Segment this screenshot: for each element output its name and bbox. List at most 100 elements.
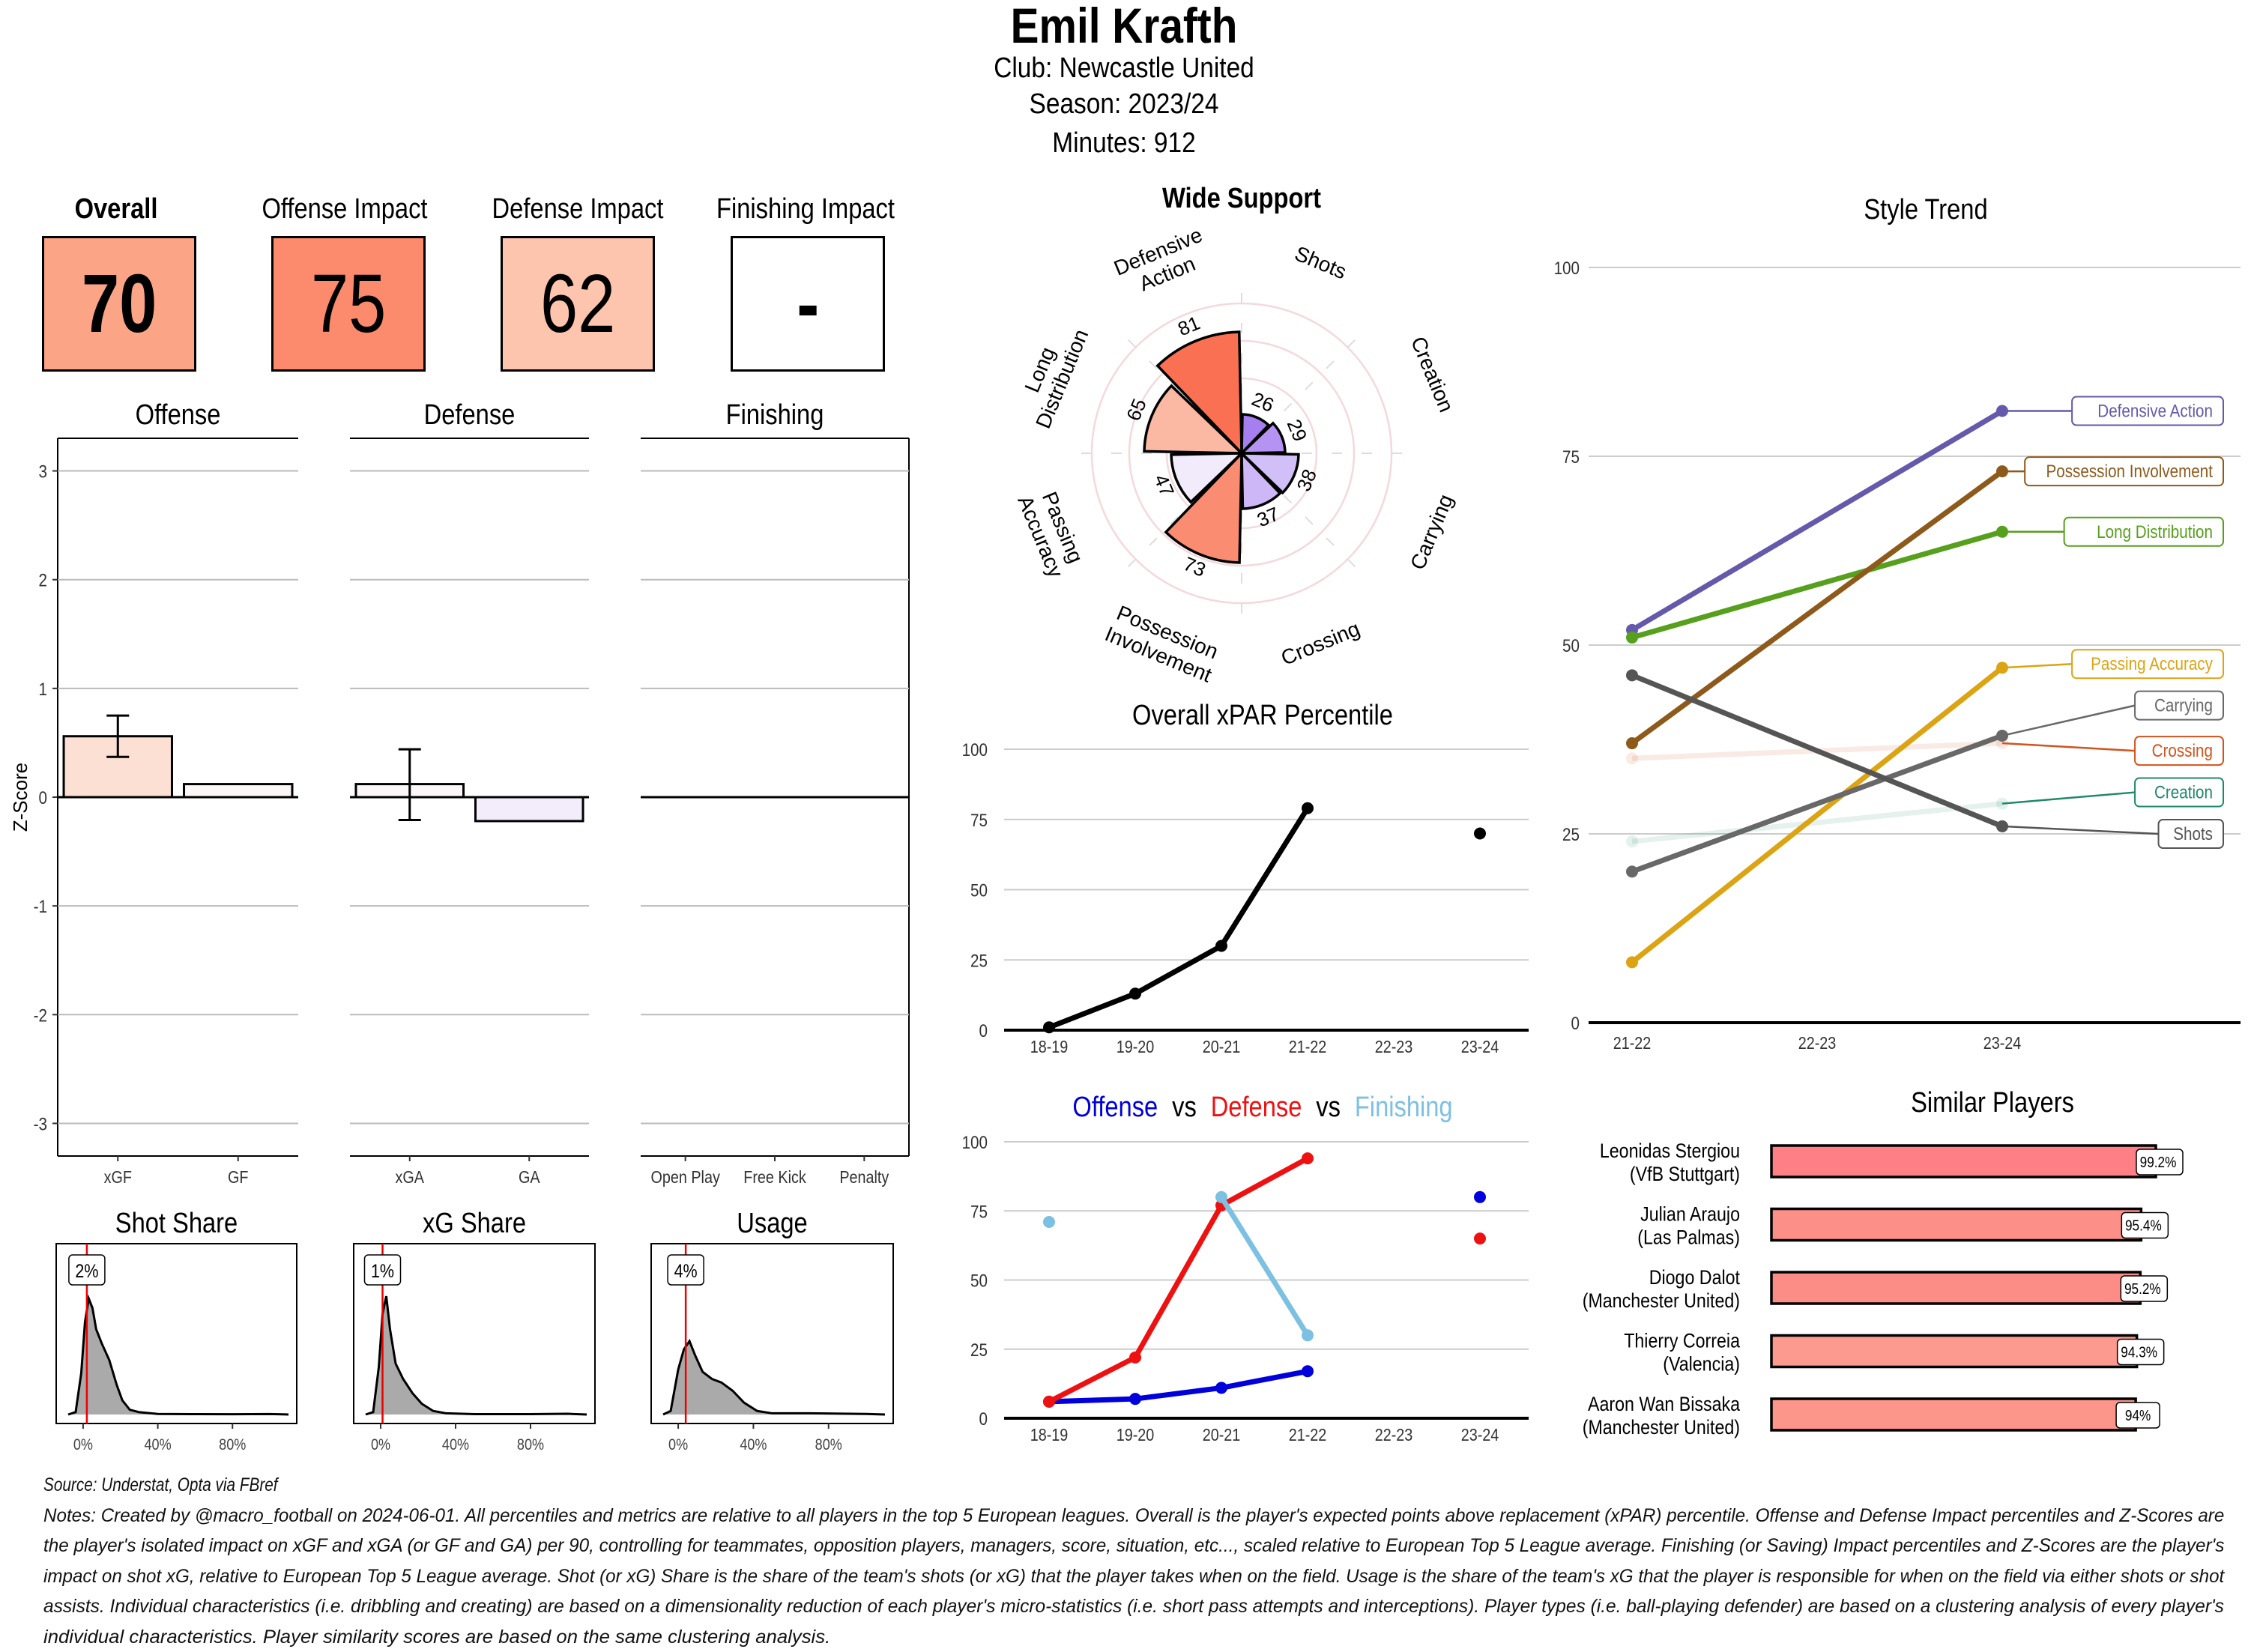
bar [184,784,292,797]
x-tick-label: 22-23 [1375,1426,1413,1445]
player-name: Thierry Correia [1624,1330,1740,1352]
series-line [1632,668,2002,962]
series-label: Possession Involvement [2046,462,2214,482]
x-tick-label: 20-21 [1203,1426,1241,1445]
data-point [1626,835,1638,847]
player-club: (Manchester United) [1583,1289,1740,1312]
x-tick-label: GF [228,1168,248,1187]
radar-category-text: Shots [1291,241,1350,283]
radar-category-text: Crossing [1278,617,1363,670]
y-tick-label: 0 [979,1409,988,1429]
x-tick-label: 0% [371,1436,390,1454]
radar-category-label: Carrying [1406,491,1457,573]
x-tick-label: 18-19 [1030,1038,1069,1057]
title-part: Finishing [1355,1091,1453,1123]
series-line [1632,471,2002,743]
data-point [1474,1191,1486,1203]
similarity-bar [1771,1146,2156,1177]
radar-value-label: 81 [1174,311,1203,340]
series-label: Creation [2154,782,2213,802]
player-club: (Las Palmas) [1637,1226,1740,1249]
y-tick-label: 0 [39,788,47,808]
x-tick-label: 19-20 [1117,1426,1155,1445]
y-tick-label: 0 [1571,1014,1580,1034]
data-point [1626,752,1638,764]
series-label: Long Distribution [2097,521,2213,542]
density-title: Usage [737,1207,807,1239]
data-point [1474,828,1486,840]
similarity-label: 94% [2125,1407,2151,1424]
y-tick-label: 100 [1554,258,1580,279]
radar-value-label: 65 [1122,396,1151,424]
density-title: Shot Share [115,1207,238,1239]
radar-category-label: Creation [1406,333,1458,416]
y-tick-label: -2 [34,1005,47,1026]
label-connector [2002,706,2135,736]
radar-value-label: 29 [1283,416,1312,444]
notes-line: individual characteristics. Player simil… [43,1622,2248,1652]
similarity-label: 99.2% [2140,1154,2177,1171]
y-tick-label: 1 [39,679,47,699]
footer-notes: Source: Understat, Opta via FBref Notes:… [43,1470,2224,1652]
player-club: (Manchester United) [1583,1416,1740,1438]
y-tick-label: -3 [34,1114,47,1134]
title-part: Defense [1211,1091,1302,1123]
chart-title: Style Trend [1864,193,1987,226]
label-connector [2002,743,2135,751]
y-tick-label: 100 [962,1133,988,1153]
x-tick-label: Open Play [651,1168,721,1187]
series-line [1632,532,2002,638]
x-tick-label: 21-22 [1289,1038,1327,1057]
label-connector [2002,826,2159,834]
x-tick-label: GA [519,1168,540,1187]
chart-title: Similar Players [1911,1086,2074,1119]
data-point [1474,1232,1486,1244]
y-tick-label: 50 [970,880,988,901]
x-tick-label: 18-19 [1030,1426,1069,1445]
radar-category-label: Crossing [1278,617,1363,670]
data-point [1043,1216,1055,1228]
y-tick-label: 100 [962,740,988,760]
radar-value-label: 26 [1248,387,1277,417]
notes-line: impact on shot xG, relative to European … [43,1561,2151,1592]
data-point [1129,1393,1141,1405]
data-point [1215,940,1227,952]
y-tick-label: 75 [970,810,988,830]
label-connector [2002,793,2135,804]
notes-line: Notes: Created by @macro_football on 202… [43,1501,2155,1531]
x-tick-label: 22-23 [1375,1038,1413,1057]
similarity-bar [1771,1209,2141,1241]
data-point [1129,1352,1141,1364]
marker-label: 1% [371,1260,394,1281]
player-name: Julian Araujo [1640,1203,1740,1226]
y-tick-label: 25 [970,951,988,971]
x-tick-label: 19-20 [1117,1038,1155,1057]
y-tick-label: 3 [39,462,47,482]
data-point [1626,669,1638,681]
y-tick-label: 75 [970,1202,988,1222]
data-point [1626,632,1638,644]
similarity-label: 95.2% [2124,1280,2161,1298]
y-tick-label: -1 [34,897,47,917]
panel-title: Finishing [726,399,824,431]
x-tick-label: 21-22 [1289,1426,1327,1445]
data-point [1626,956,1638,968]
series-line [1632,804,2002,841]
title-part: vs [1316,1091,1341,1123]
player-club: (Valencia) [1663,1353,1740,1376]
y-tick-label: 50 [970,1271,988,1291]
x-tick-label: 40% [442,1436,469,1454]
series-line [1049,808,1308,1028]
source-text: Source: Understat, Opta via FBref [43,1470,1853,1501]
x-tick-label: 80% [219,1436,246,1454]
x-tick-label: 23-24 [1461,1038,1499,1057]
